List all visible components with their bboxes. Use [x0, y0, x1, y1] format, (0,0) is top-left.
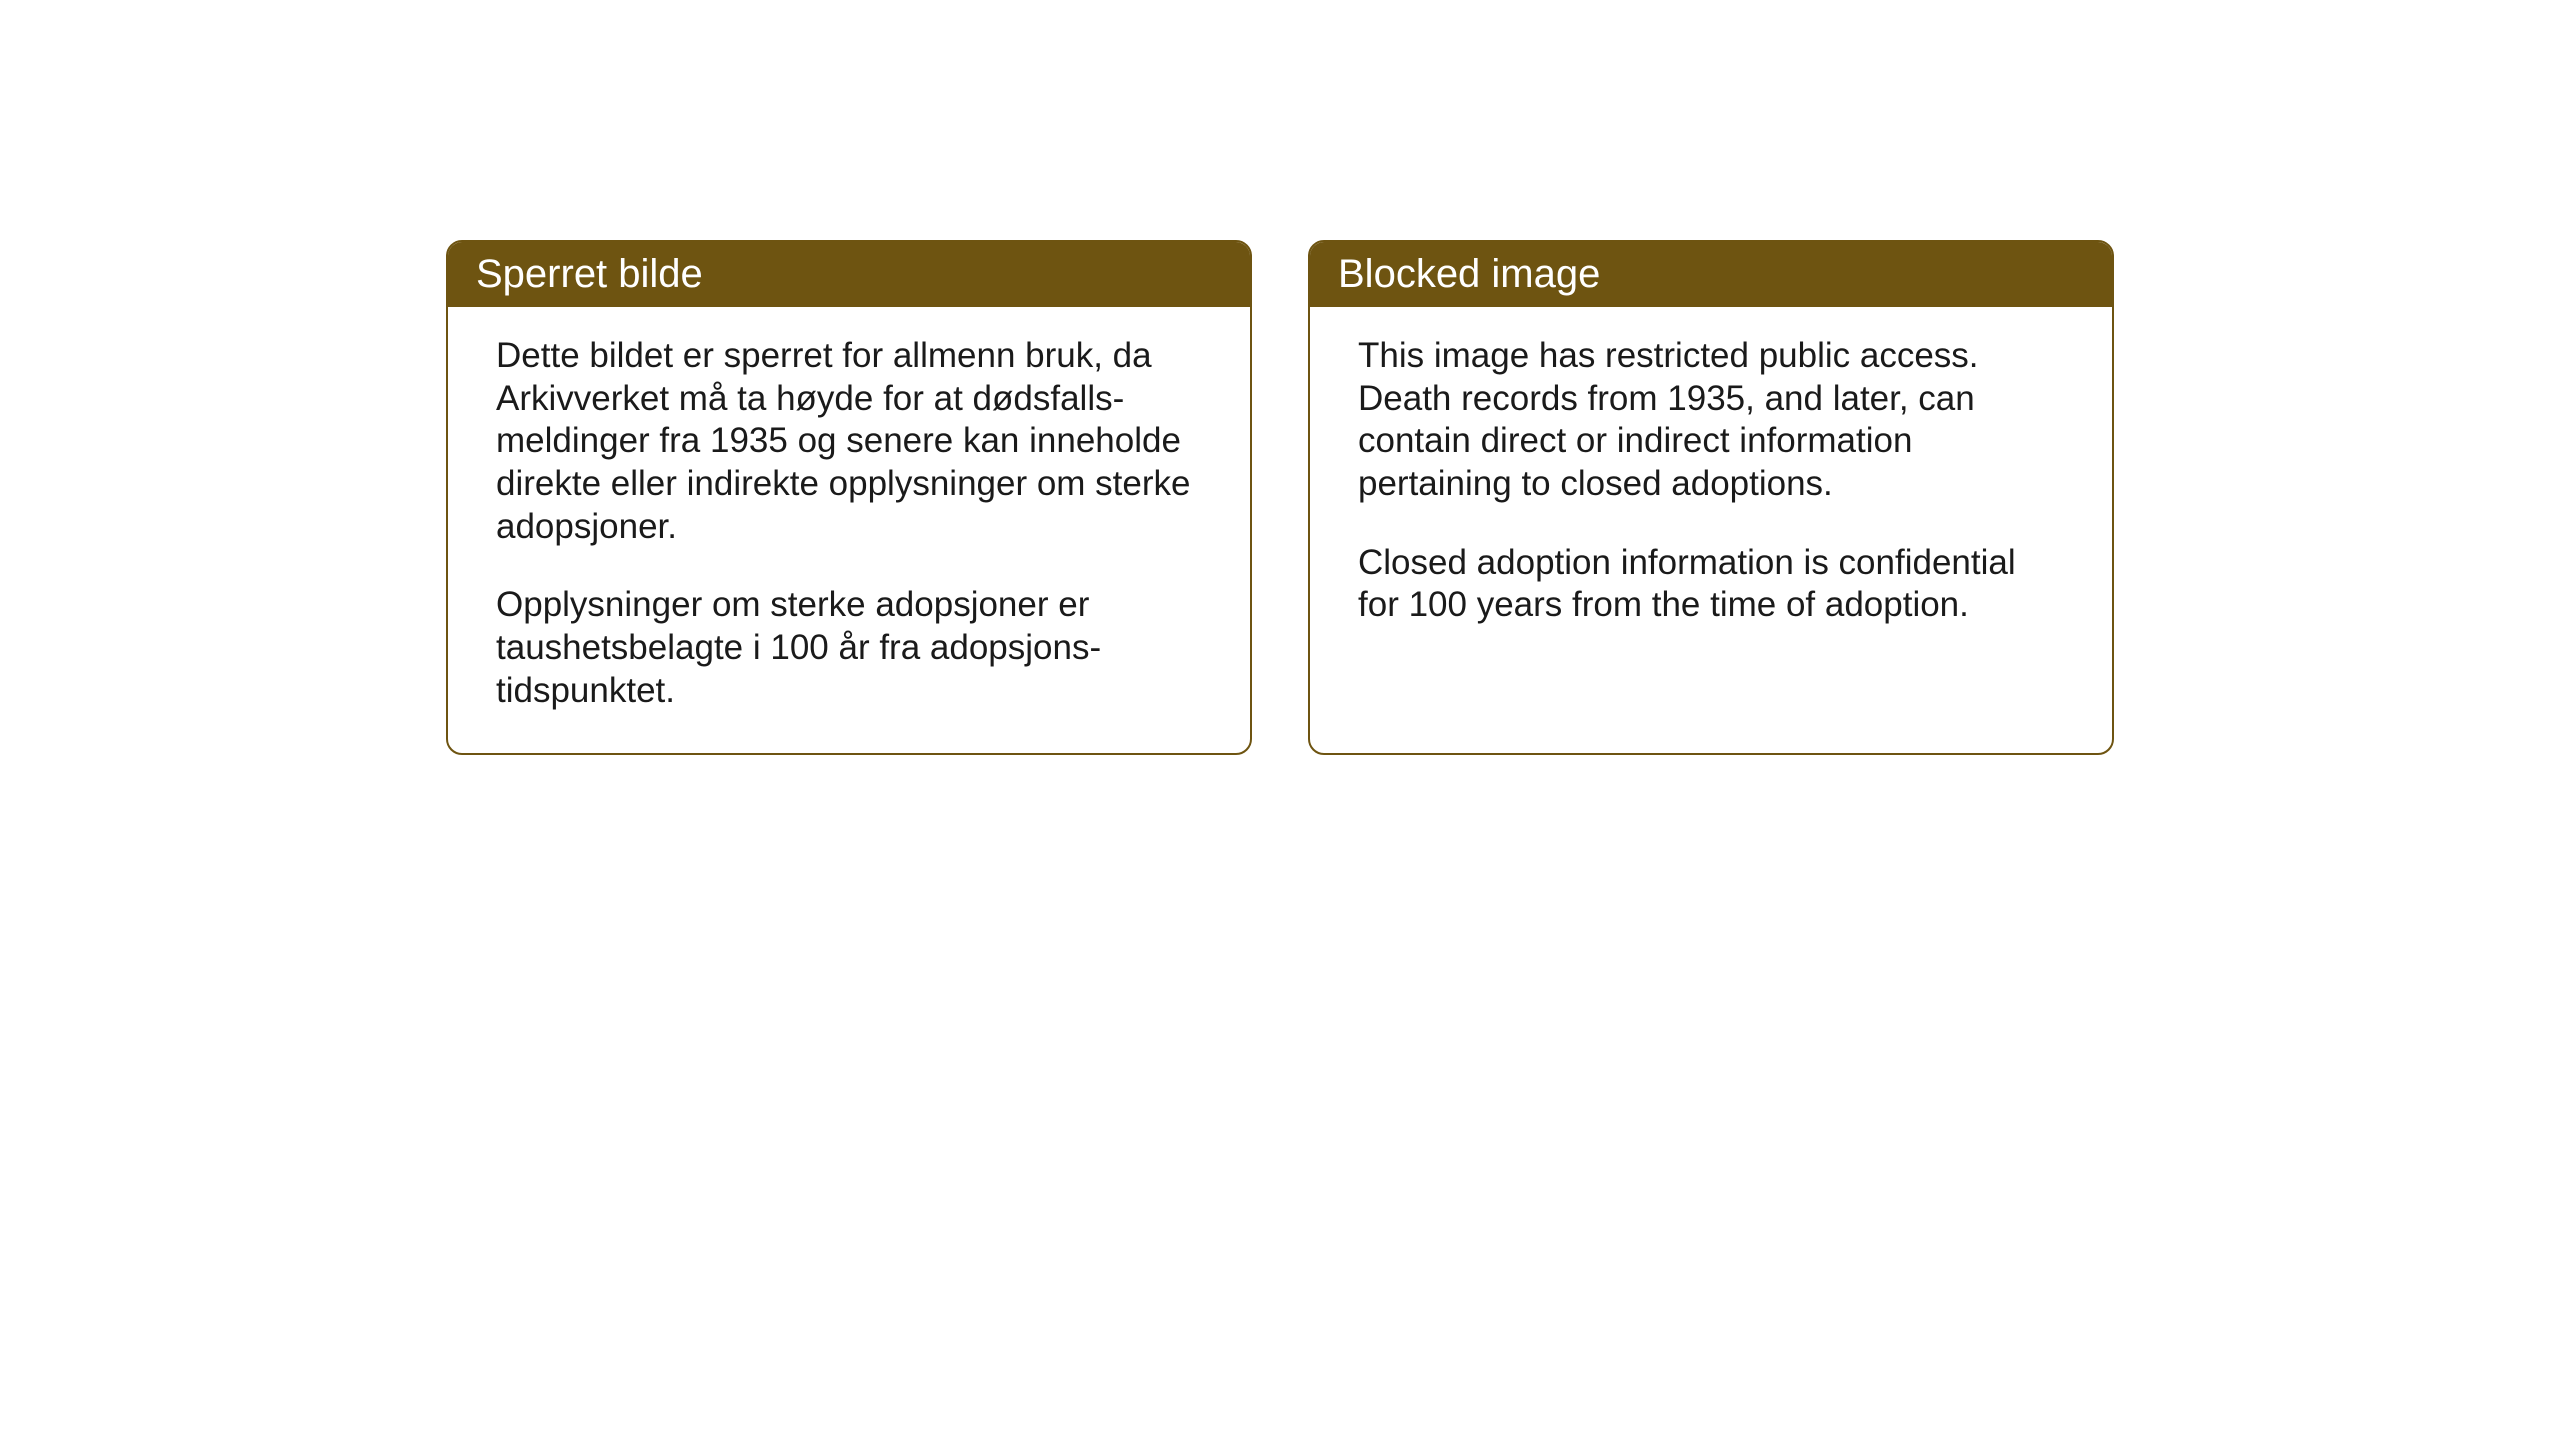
card-english-title: Blocked image [1338, 252, 1600, 296]
card-english-header: Blocked image [1310, 242, 2112, 307]
card-english-paragraph-1: This image has restricted public access.… [1358, 335, 2064, 506]
card-norwegian-header: Sperret bilde [448, 242, 1250, 307]
card-norwegian-body: Dette bildet er sperret for allmenn bruk… [448, 307, 1250, 753]
card-english-body: This image has restricted public access.… [1310, 307, 2112, 667]
card-norwegian-paragraph-1: Dette bildet er sperret for allmenn bruk… [496, 335, 1202, 548]
card-english-paragraph-2: Closed adoption information is confident… [1358, 542, 2064, 627]
cards-container: Sperret bilde Dette bildet er sperret fo… [446, 240, 2114, 755]
card-norwegian: Sperret bilde Dette bildet er sperret fo… [446, 240, 1252, 755]
card-english: Blocked image This image has restricted … [1308, 240, 2114, 755]
card-norwegian-title: Sperret bilde [476, 252, 703, 296]
card-norwegian-paragraph-2: Opplysninger om sterke adopsjoner er tau… [496, 584, 1202, 712]
